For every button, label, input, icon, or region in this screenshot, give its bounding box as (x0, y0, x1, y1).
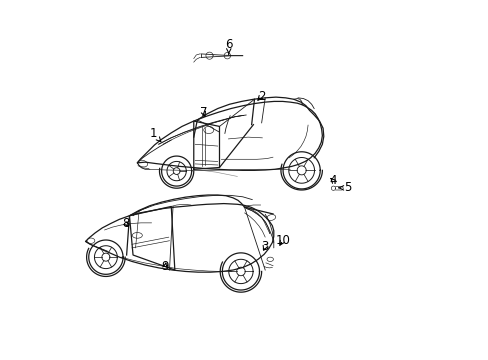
Text: 9: 9 (161, 260, 168, 273)
Text: 5: 5 (338, 181, 351, 194)
Text: 6: 6 (224, 39, 232, 54)
Text: 3: 3 (261, 240, 268, 253)
Text: 2: 2 (257, 90, 265, 103)
Text: 10: 10 (275, 234, 290, 247)
Text: 7: 7 (199, 105, 207, 119)
Text: 1: 1 (149, 127, 161, 141)
Text: 8: 8 (122, 217, 129, 230)
Text: 4: 4 (328, 174, 336, 187)
